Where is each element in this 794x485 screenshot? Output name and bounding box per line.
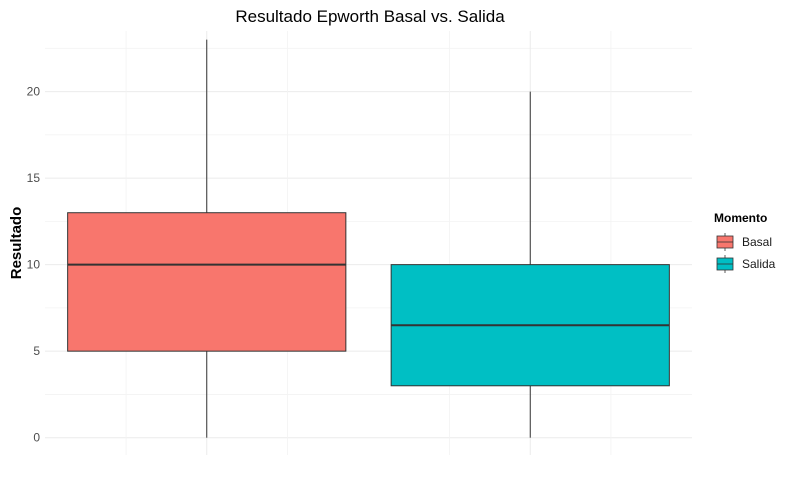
legend-label: Basal [742, 235, 772, 249]
legend-label: Salida [742, 257, 776, 271]
y-tick-label: 0 [33, 431, 40, 445]
chart-title: Resultado Epworth Basal vs. Salida [235, 7, 505, 26]
y-tick-label: 15 [27, 171, 41, 185]
legend-title: Momento [714, 211, 767, 225]
box-basal [67, 212, 347, 352]
y-tick-labels: 0 5 10 15 20 [27, 85, 41, 445]
y-tick-label: 10 [27, 258, 41, 272]
y-tick-label: 5 [33, 344, 40, 358]
y-axis-label: Resultado [8, 207, 25, 280]
legend: Momento Basal Salida [714, 211, 776, 273]
y-tick-label: 20 [27, 85, 41, 99]
boxes [67, 39, 670, 438]
